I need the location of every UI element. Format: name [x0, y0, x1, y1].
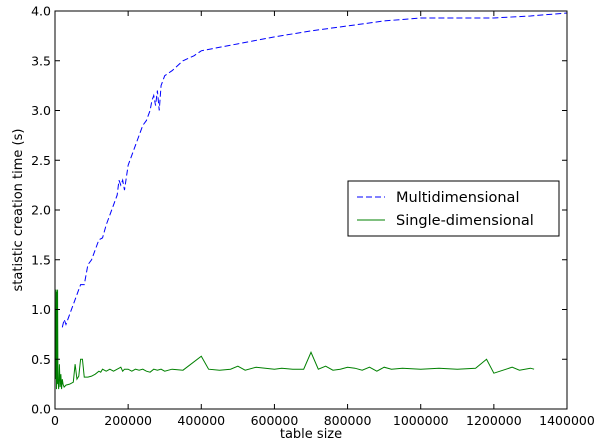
y-tick-label: 3.5: [31, 53, 51, 68]
legend-label-1: Multidimensional: [396, 190, 519, 206]
y-tick-label: 2.0: [31, 203, 51, 218]
x-tick-label: 0: [51, 413, 59, 428]
x-tick-label: 400000: [177, 413, 225, 428]
axes: 0 200000 400000 600000 800000 1000000 1200000 1…: [31, 4, 595, 429]
legend-label-2: Single-dimensional: [396, 213, 534, 229]
y-tick-label: 3.0: [31, 103, 51, 118]
y-tick-label: 0.0: [31, 402, 51, 417]
y-tick-label: 4.0: [31, 4, 51, 19]
x-axis-label: table size: [280, 427, 342, 442]
x-tick-label: 200000: [104, 413, 152, 428]
legend: Multidimensional Single-dimensional: [347, 180, 560, 237]
series-line-2: [55, 289, 535, 390]
x-tick-label: 800000: [324, 413, 372, 428]
plot-area: [55, 12, 567, 390]
y-tick-label: 1.0: [31, 302, 51, 317]
x-tick-label: 1400000: [539, 413, 595, 428]
y-axis-label: statistic creation time (s): [11, 129, 26, 292]
y-tick-label: 2.5: [31, 153, 51, 168]
legend-box: [347, 180, 560, 237]
y-tick-label: 1.5: [31, 252, 51, 267]
series-line-1: [61, 12, 567, 328]
x-tick-label: 600000: [251, 413, 299, 428]
x-tick-label: 1200000: [466, 413, 522, 428]
y-tick-label: 0.5: [31, 352, 51, 367]
x-tick-label: 1000000: [393, 413, 449, 428]
